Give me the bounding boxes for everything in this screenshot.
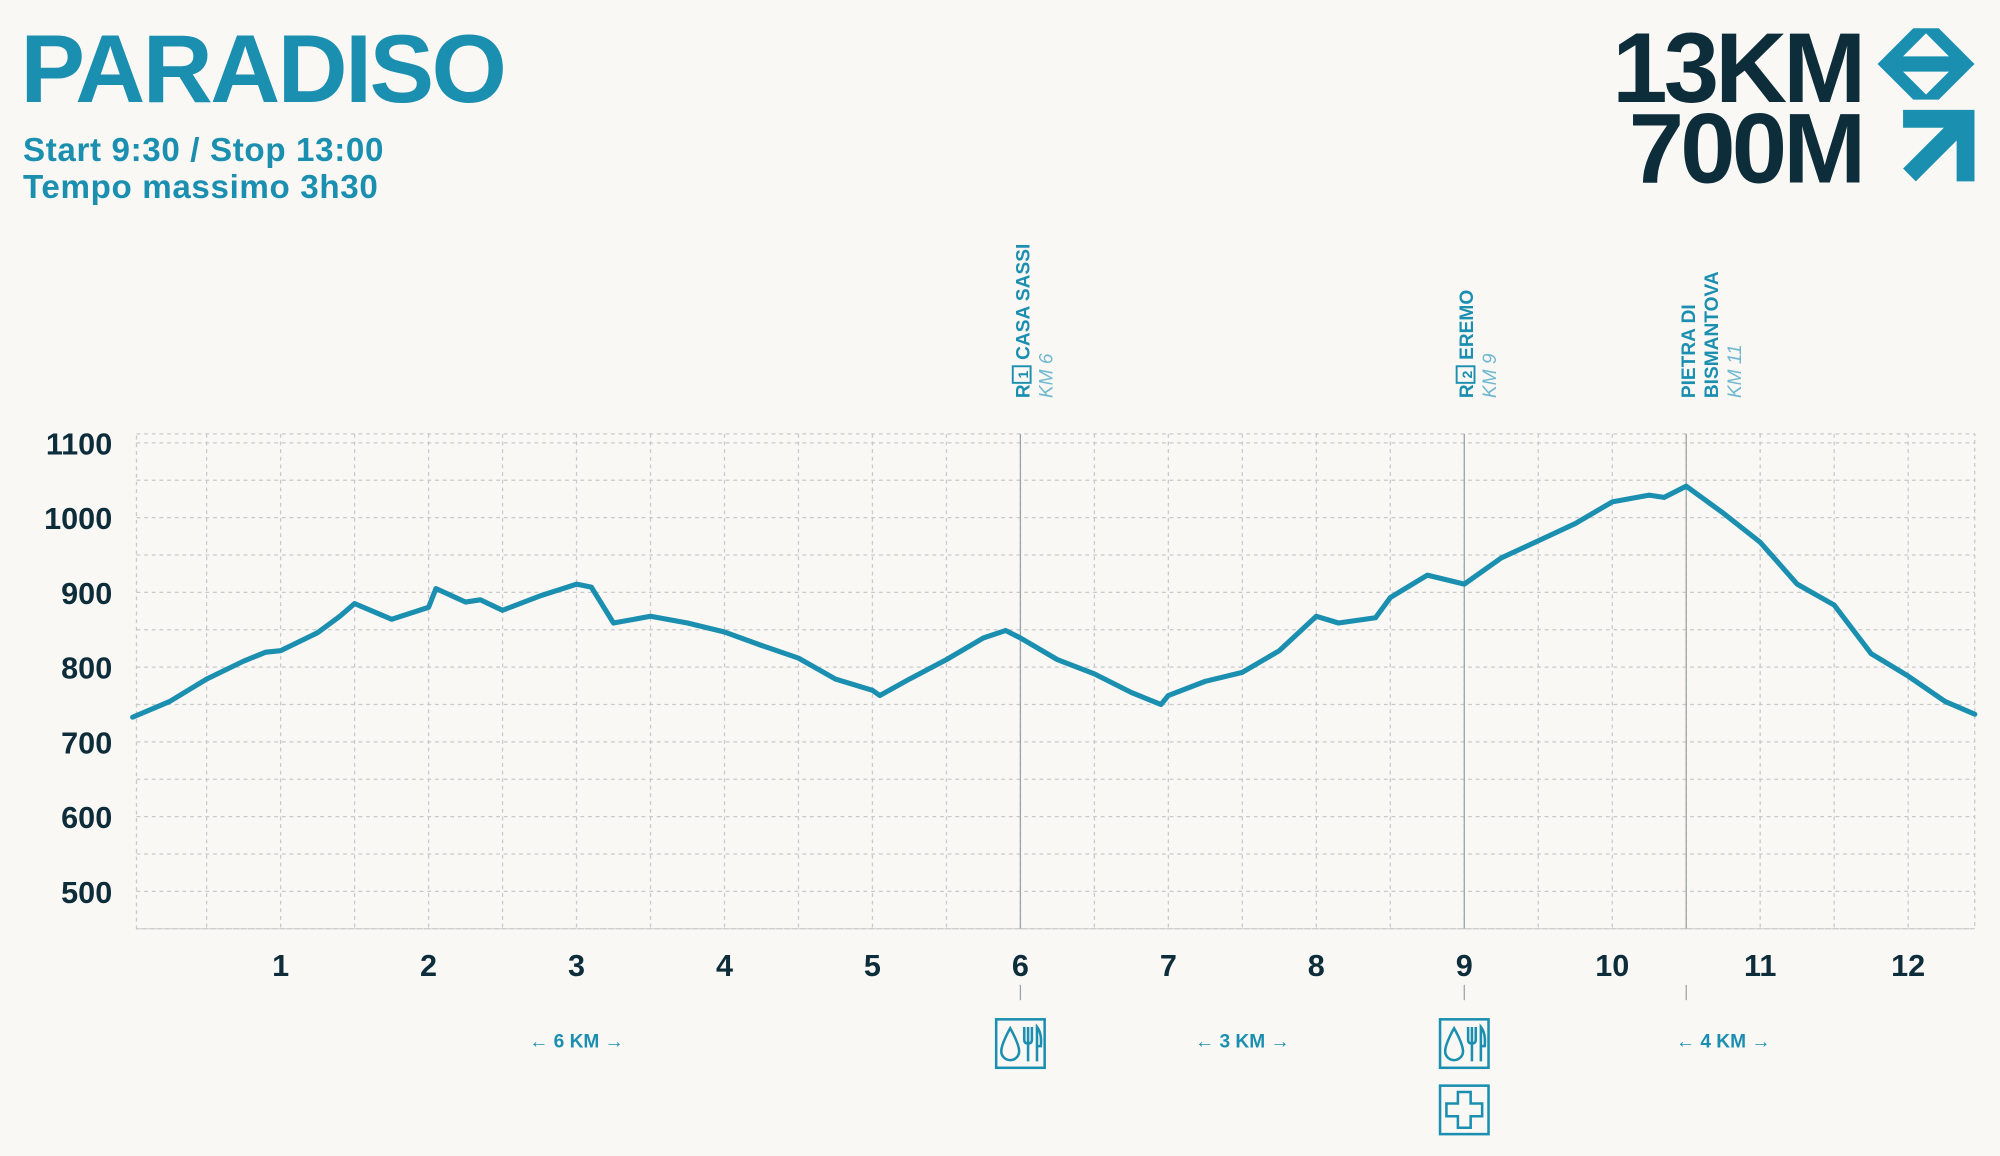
waypoint-name: EREMO <box>1457 290 1478 360</box>
elevation-gain: 700M <box>1629 94 1863 205</box>
x-tick-label: 6 <box>1012 949 1029 983</box>
plot: 1 2 3 4 5 6 7 8 9 10 11 1250060070080090010001100R1… <box>44 244 1978 1136</box>
x-tick-label: 11 <box>1744 949 1776 983</box>
distance: 13KM <box>1612 13 1862 124</box>
refreshment-icon <box>1438 1018 1490 1070</box>
stop-number: 2 <box>1459 370 1475 378</box>
x-tick-label: 9 <box>1456 949 1473 983</box>
icon-cross <box>1445 1090 1484 1130</box>
icon-drop <box>1443 1025 1465 1062</box>
x-tick-label: 12 <box>1891 949 1925 983</box>
y-tick-label: 1100 <box>46 427 112 461</box>
x-tick-label: 7 <box>1160 949 1177 983</box>
x-tick-label: 5 <box>864 949 881 983</box>
waypoint-name: PIETRA DI <box>1679 304 1700 398</box>
icon-frame <box>994 1018 1046 1070</box>
x-tick-label: 2 <box>420 949 437 983</box>
y-tick-label: 800 <box>61 652 112 686</box>
refreshment-icon <box>994 1018 1046 1070</box>
plot-frame <box>135 433 1976 930</box>
distance-icon <box>1877 28 1975 100</box>
waypoint-code: R <box>1013 384 1034 398</box>
stop-number: 1 <box>1015 370 1031 378</box>
waypoint-km: KM 9 <box>1480 353 1501 398</box>
segment-label: ← 6 KM → <box>529 1031 624 1052</box>
x-tick-label: 10 <box>1595 949 1629 983</box>
subtitle: Tempo massimo 3h30 <box>23 169 378 206</box>
icon-frame <box>1438 1018 1490 1070</box>
waypoint-label: PIETRA DI BISMANTOVA KM 11 <box>1679 271 1746 398</box>
y-tick-label: 500 <box>61 876 112 910</box>
x-tick-label: 1 <box>272 949 289 983</box>
waypoint-name: CASA SASSI <box>1013 244 1034 360</box>
waypoint-stop: 1 <box>1011 365 1032 384</box>
waypoint-km: KM 11 <box>1725 344 1746 398</box>
waypoint-km: KM 6 <box>1036 353 1057 398</box>
subtitle: Start 9:30 / Stop 13:00 <box>23 132 384 169</box>
x-tick-label: 8 <box>1308 949 1325 983</box>
icon-fork <box>1022 1026 1034 1062</box>
icon-frame <box>1438 1084 1490 1136</box>
stop-box <box>1455 365 1476 384</box>
segment-label: ← 3 KM → <box>1195 1031 1290 1052</box>
title: PARADISO <box>20 14 504 123</box>
first-aid-icon <box>1438 1084 1490 1136</box>
y-tick-label: 700 <box>61 726 112 760</box>
x-tick-label: 4 <box>716 949 733 983</box>
icon-drop <box>999 1025 1021 1062</box>
y-tick-label: 900 <box>61 577 112 611</box>
elevation-line <box>130 483 1978 720</box>
y-tick-label: 600 <box>61 801 112 835</box>
y-tick-label: 1000 <box>44 502 112 536</box>
waypoint-code: R <box>1457 384 1478 398</box>
icon-knife <box>1479 1023 1487 1062</box>
icon-knife <box>1035 1023 1043 1062</box>
icon-fork <box>1466 1026 1478 1062</box>
waypoint-stop: 2 <box>1455 365 1476 384</box>
waypoint-name: BISMANTOVA <box>1702 271 1723 398</box>
stop-box <box>1011 365 1032 384</box>
segment-label: ← 4 KM → <box>1676 1031 1771 1052</box>
x-tick-label: 3 <box>568 949 585 983</box>
